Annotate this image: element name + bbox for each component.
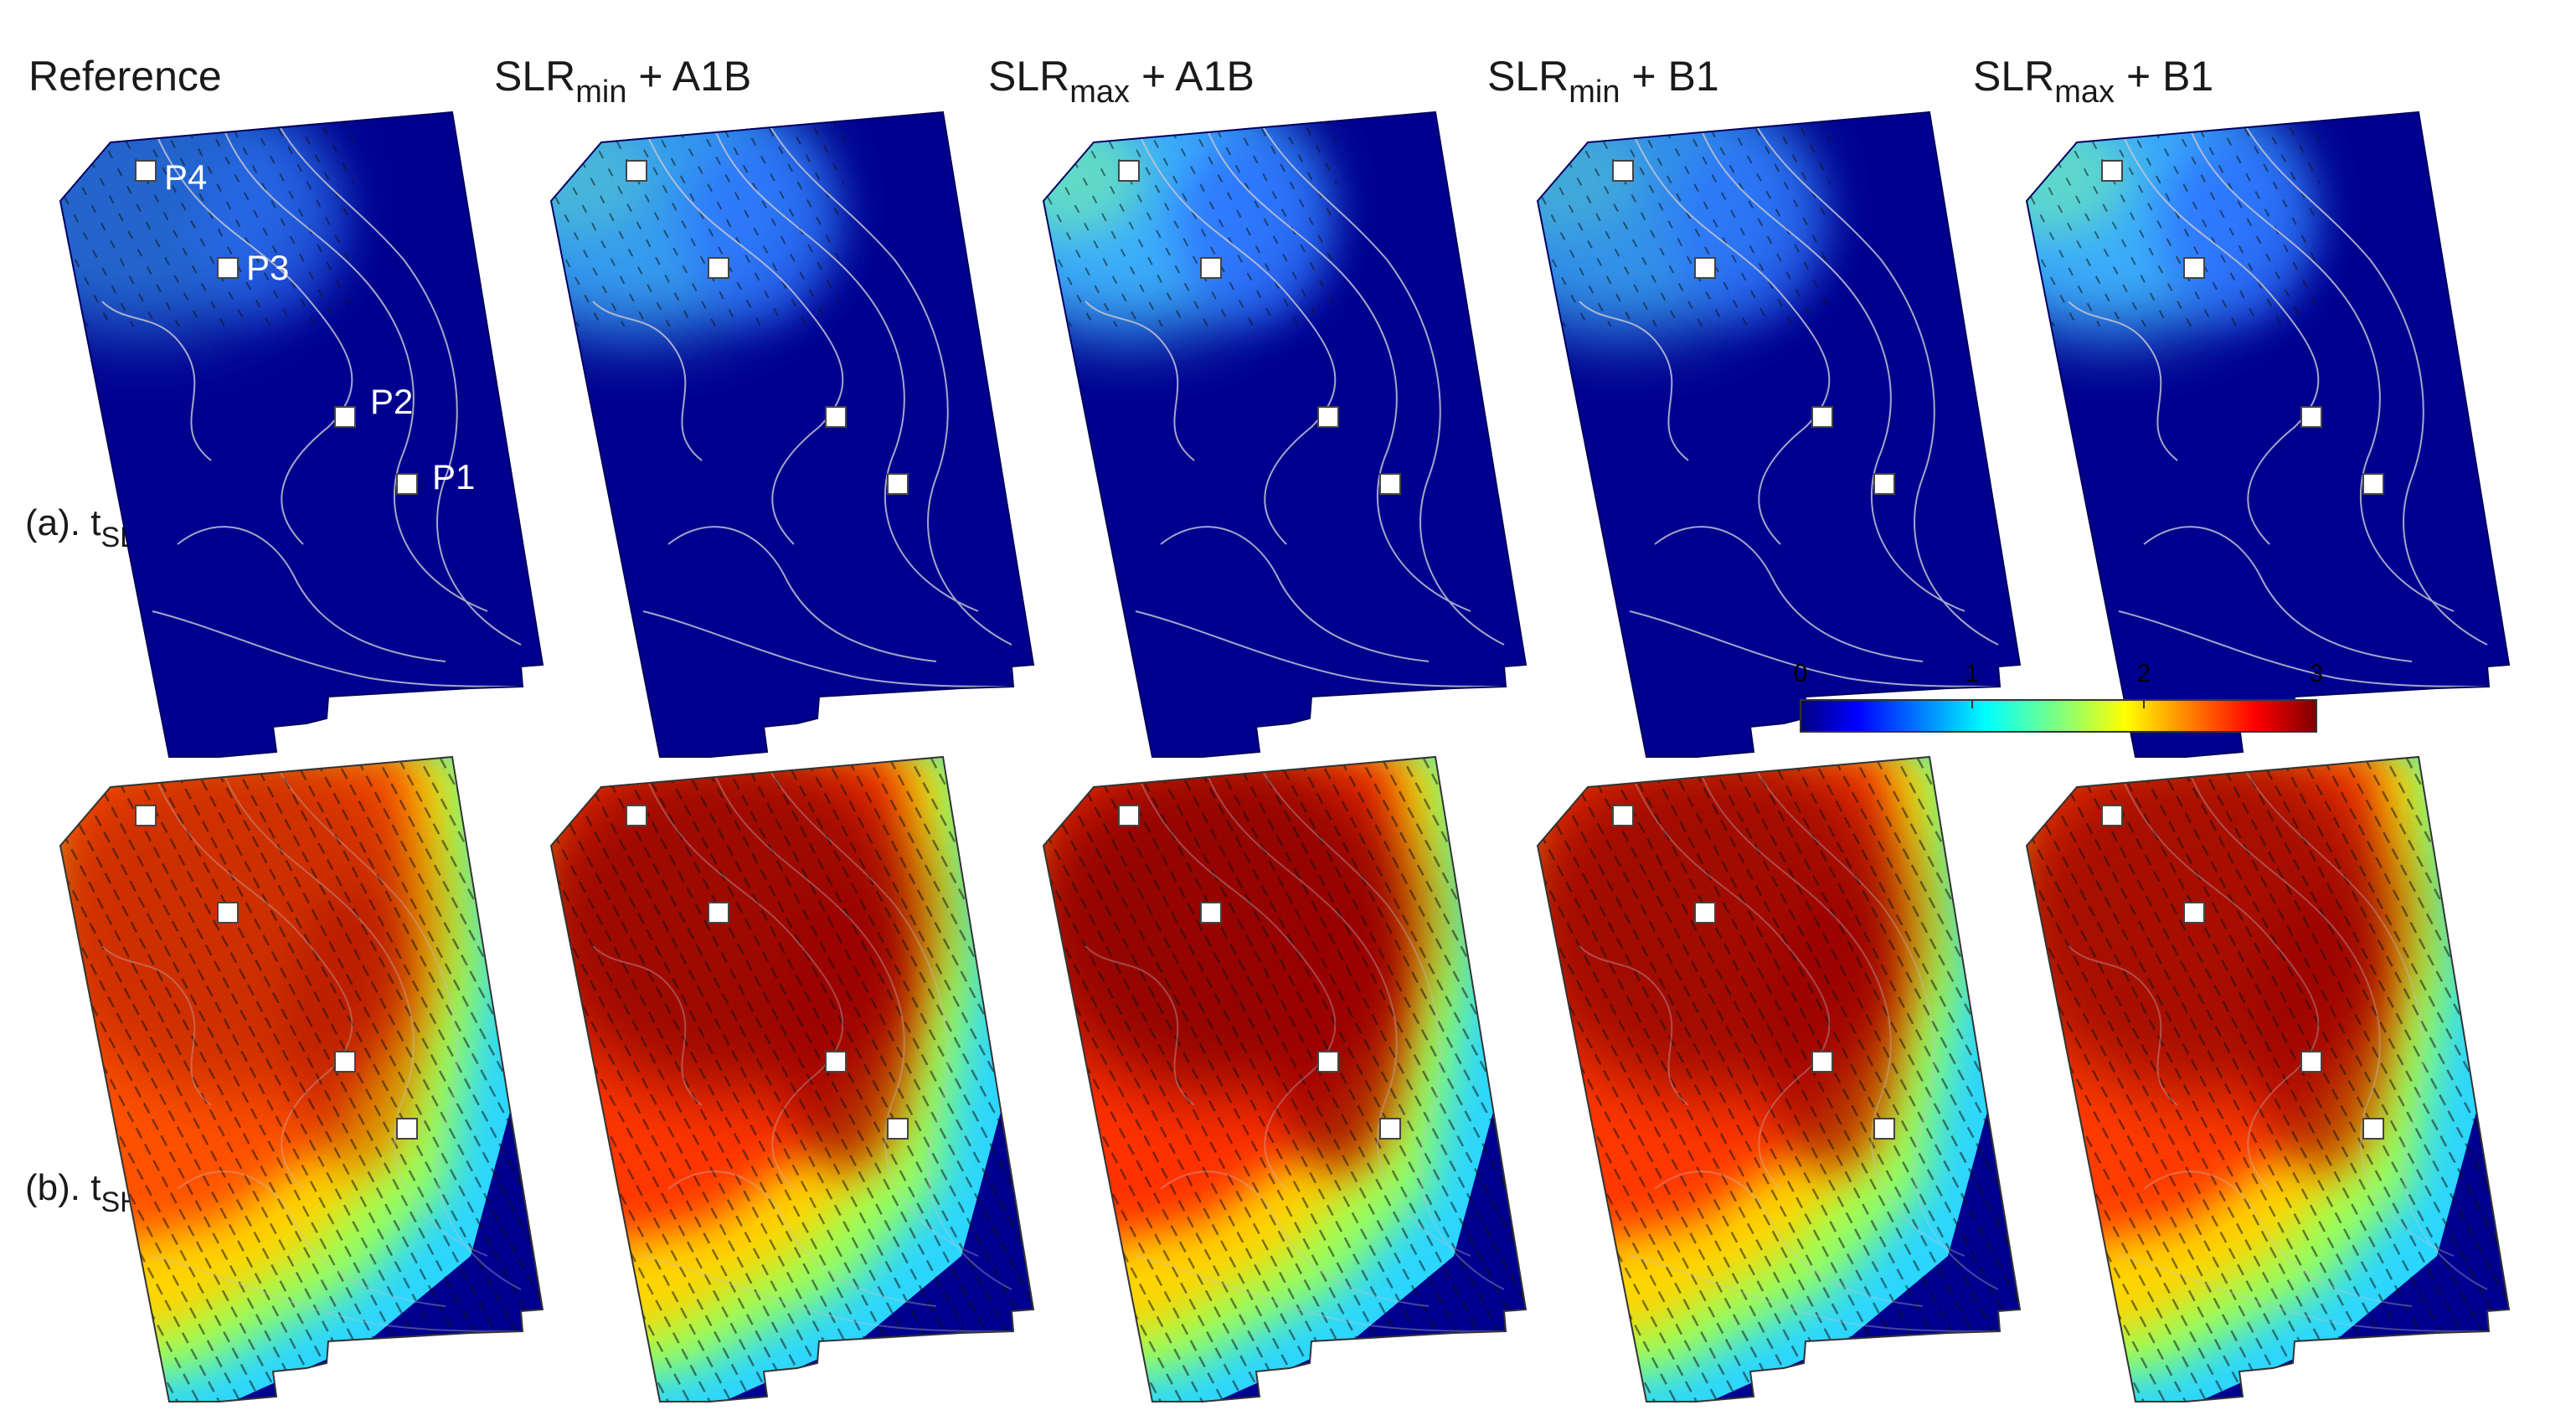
marker-p2: [1811, 406, 1833, 428]
panel-title-1: Reference: [28, 53, 222, 100]
marker-p1: [2362, 1118, 2384, 1140]
marker-p1: [396, 473, 418, 495]
colorbar-tick-3: 3: [2310, 660, 2324, 687]
colorbar-tick-1: 1: [1965, 660, 1980, 687]
marker-p1: [887, 1118, 909, 1140]
map-panel-b-5: [2025, 755, 2511, 1402]
marker-p2: [825, 1051, 847, 1073]
marker-p2: [334, 1051, 356, 1073]
marker-p3: [1694, 257, 1716, 279]
marker-p4: [1612, 805, 1634, 826]
panel-title-5: SLRmax + B1: [1973, 53, 2214, 110]
point-label-p4: P4: [164, 157, 207, 197]
marker-p2: [334, 406, 356, 428]
colorbar-tick-2: 2: [2137, 660, 2151, 687]
marker-p4: [1612, 160, 1634, 182]
map-panel-a-2: [549, 111, 1035, 758]
panel-title-4: SLRmin + B1: [1487, 53, 1719, 110]
map-panel-b-3: [1042, 755, 1528, 1402]
colorbar-gradient: [1800, 699, 2317, 733]
marker-p2: [1317, 1051, 1339, 1073]
marker-p2: [1811, 1051, 1833, 1073]
marker-p2: [825, 406, 847, 428]
marker-p1: [1873, 473, 1895, 495]
marker-p4: [626, 160, 647, 182]
map-panel-b-2: [549, 755, 1035, 1402]
marker-p4: [626, 805, 647, 826]
marker-p4: [1118, 805, 1140, 826]
marker-p3: [217, 257, 239, 279]
point-label-p1: P1: [432, 457, 475, 497]
marker-p3: [2183, 257, 2205, 279]
marker-p4: [2101, 160, 2123, 182]
map-panel-b-4: [1536, 755, 2022, 1402]
map-panel-b-1: [59, 755, 544, 1402]
marker-p3: [2183, 902, 2205, 924]
marker-p4: [2101, 805, 2123, 826]
marker-p1: [1379, 1118, 1401, 1140]
colorbar-tick-0: 0: [1794, 660, 1808, 687]
marker-p4: [135, 160, 157, 182]
map-panel-a-3: [1042, 111, 1528, 758]
map-panel-a-1: P1 P2 P3 P4: [59, 111, 544, 758]
marker-p1: [887, 473, 909, 495]
point-label-p3: P3: [246, 248, 289, 287]
marker-p4: [135, 805, 157, 826]
marker-p3: [708, 257, 729, 279]
panel-title-3: SLRmax + A1B: [988, 53, 1255, 110]
marker-p1: [2362, 473, 2384, 495]
marker-p3: [1200, 902, 1222, 924]
marker-p3: [1694, 902, 1716, 924]
panel-title-2: SLRmin + A1B: [494, 53, 752, 110]
marker-p3: [708, 902, 729, 924]
marker-p1: [1873, 1118, 1895, 1140]
colorbar: 0 1 2 3: [1794, 660, 2324, 733]
map-panel-a-5: [2025, 111, 2511, 758]
marker-p2: [2300, 406, 2322, 428]
marker-p1: [396, 1118, 418, 1140]
marker-p4: [1118, 160, 1140, 182]
marker-p2: [2300, 1051, 2322, 1073]
point-label-p2: P2: [370, 382, 413, 421]
map-panel-a-4: [1536, 111, 2022, 758]
marker-p3: [217, 902, 239, 924]
marker-p3: [1200, 257, 1222, 279]
marker-p2: [1317, 406, 1339, 428]
marker-p1: [1379, 473, 1401, 495]
